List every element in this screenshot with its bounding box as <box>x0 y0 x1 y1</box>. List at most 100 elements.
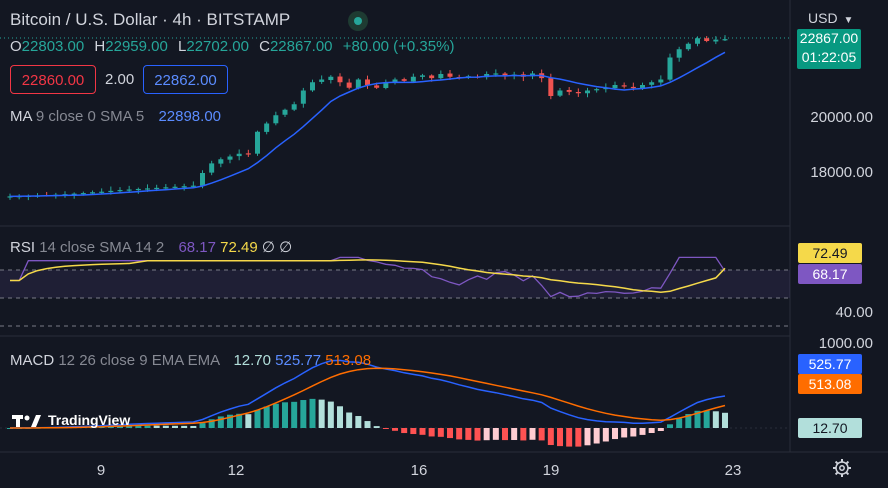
macd-histogram-tag: 12.70 <box>798 418 862 438</box>
macd-legend[interactable]: MACD 12 26 close 9 EMA EMA 12.70 525.77 … <box>10 352 371 369</box>
macd-histogram-bar <box>337 406 343 428</box>
candle-body <box>594 89 600 91</box>
candle-body <box>310 82 315 91</box>
macd-histogram-bar <box>712 411 719 428</box>
macd-histogram-bar <box>162 425 169 428</box>
symbol-title[interactable]: Bitcoin / U.S. Dollar · 4h · BITSTAMP <box>10 10 291 29</box>
rsi-band <box>0 270 790 298</box>
current-price-tag: 22867.00 01:22:05 <box>797 29 861 69</box>
candle-body <box>685 43 691 50</box>
macd-histogram-bar <box>483 428 490 441</box>
chevron-down-icon: ▼ <box>843 15 854 26</box>
currency-selector[interactable]: USD ▼ <box>808 10 853 26</box>
rsi-legend[interactable]: RSI 14 close SMA 14 2 68.17 72.49 ∅ ∅ <box>10 238 292 256</box>
macd-signal-value: 513.08 <box>325 352 372 369</box>
macd-histogram-bar <box>520 428 527 441</box>
candle-body <box>566 89 572 92</box>
candle-body <box>374 85 380 88</box>
candle-body <box>548 78 554 96</box>
change-value: +80.00 (+0.35%) <box>342 38 455 55</box>
macd-histogram-bar <box>566 428 573 447</box>
macd-histogram-bar <box>263 406 270 428</box>
high-label: H <box>94 38 106 55</box>
candle-body <box>154 187 160 190</box>
time-tick: 19 <box>542 462 560 479</box>
macd-value: 525.77 <box>275 352 322 369</box>
macd-histogram-bar <box>227 414 233 428</box>
macd-tag: 525.77 <box>798 354 862 374</box>
candle-body <box>630 86 636 89</box>
tradingview-logo[interactable]: TradingView <box>12 412 130 429</box>
gear-icon[interactable] <box>832 458 852 478</box>
price-tick-18000: 18000.00 <box>810 164 873 181</box>
buy-button[interactable]: 22862.00 <box>143 65 228 94</box>
macd-histogram-value: 12.70 <box>233 352 271 369</box>
macd-histogram-bar <box>181 425 188 428</box>
macd-histogram-bar <box>291 401 298 428</box>
rsi-name: RSI <box>10 239 36 256</box>
macd-histogram-bar <box>346 412 353 428</box>
ma-value: 22898.00 <box>158 108 222 125</box>
macd-histogram-bar <box>236 413 243 428</box>
macd-histogram-bar <box>309 398 316 428</box>
macd-histogram-bar <box>602 428 609 442</box>
candle-body <box>575 91 581 94</box>
open-label: O <box>10 38 22 55</box>
macd-histogram-bar <box>172 425 178 428</box>
macd-histogram-bar <box>492 428 499 440</box>
candle-body <box>585 90 590 94</box>
candle-body <box>319 79 325 82</box>
macd-histogram-bar <box>584 428 591 446</box>
candle-body <box>90 192 95 194</box>
time-tick: 23 <box>724 462 742 479</box>
candle-body <box>200 173 205 186</box>
candle-body <box>245 153 251 155</box>
tradingview-logo-icon <box>12 415 41 428</box>
macd-histogram-bar <box>245 414 252 428</box>
close-label: C <box>259 38 270 55</box>
live-dot-icon <box>348 11 368 31</box>
candle-body <box>218 159 224 164</box>
macd-name: MACD <box>10 352 55 369</box>
candle-body <box>640 85 645 89</box>
rsi-value: 68.17 <box>178 239 216 256</box>
candle-body <box>328 76 334 81</box>
ma-name: MA <box>10 108 32 125</box>
candle-body <box>713 39 719 42</box>
macd-histogram-bar <box>300 400 307 428</box>
candle-body <box>337 76 343 83</box>
candle-body <box>429 75 435 79</box>
macd-histogram-bar <box>657 428 664 431</box>
candle-body <box>145 188 150 190</box>
candle-body <box>291 104 297 110</box>
candle-body <box>612 85 618 89</box>
candle-body <box>722 39 728 41</box>
candle-body <box>71 193 77 195</box>
macd-histogram-bar <box>575 428 582 447</box>
candle-body <box>108 190 114 193</box>
ohlc-legend: O22803.00 H22959.00 L22702.00 C22867.00 … <box>10 38 454 55</box>
candle-body <box>190 185 196 187</box>
rsi-extra-1: ∅ <box>261 239 275 256</box>
macd-signal-tag: 513.08 <box>798 374 862 394</box>
candle-body <box>392 79 398 83</box>
macd-histogram-bar <box>282 402 288 428</box>
time-tick: 16 <box>410 462 428 479</box>
sell-button[interactable]: 22860.00 <box>10 65 96 94</box>
bar-countdown: 01:22:05 <box>801 49 857 65</box>
brand-name: TradingView <box>48 412 131 428</box>
spread-value: 2.00 <box>105 71 135 88</box>
ma-legend[interactable]: MA 9 close 0 SMA 5 22898.00 <box>10 108 221 125</box>
rsi-sma-value: 72.49 <box>220 239 258 256</box>
candle-body <box>264 123 270 132</box>
candle-body <box>135 188 141 191</box>
candle-body <box>80 193 86 195</box>
macd-signal-line <box>10 367 726 429</box>
macd-histogram-bar <box>612 428 618 440</box>
candle-body <box>282 109 288 115</box>
macd-histogram-bar <box>703 410 710 428</box>
low-label: L <box>178 38 187 55</box>
low-value: 22702.00 <box>186 38 249 55</box>
candle-body <box>365 79 370 85</box>
